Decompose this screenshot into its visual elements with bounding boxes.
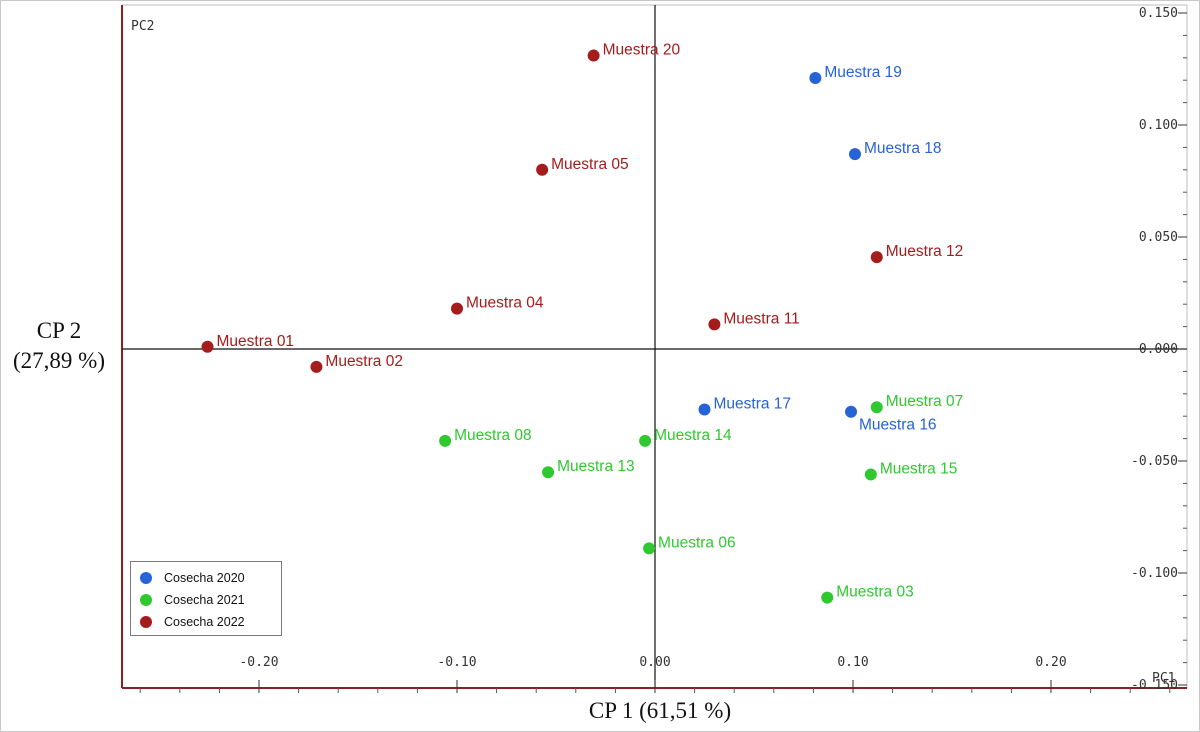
x-axis-ticks: -0.20 -0.10 0.00 0.10 0.20 bbox=[139, 655, 1171, 693]
y-tick-label: 0.050 bbox=[1139, 230, 1178, 245]
point-label: Muestra 15 bbox=[880, 460, 958, 477]
point-label: Muestra 13 bbox=[557, 458, 635, 475]
y-tick-label: -0.150 bbox=[1131, 678, 1178, 693]
scatter-point bbox=[708, 318, 721, 331]
legend-item-cosecha-2020: Cosecha 2020 bbox=[140, 567, 281, 589]
point-label: Muestra 05 bbox=[551, 156, 629, 173]
y-axis-tag: PC2 bbox=[131, 19, 154, 34]
y-axis-ticks: 0.150 0.100 0.050 0.000 -0.050 -0.100 -0.150 bbox=[1131, 6, 1187, 693]
legend-marker-cosecha-2022 bbox=[140, 616, 152, 628]
point-label: Muestra 02 bbox=[325, 353, 403, 370]
scatter-point bbox=[848, 148, 861, 161]
scatter-point bbox=[698, 403, 711, 416]
scatter-point bbox=[845, 405, 858, 418]
scatter-point bbox=[201, 340, 214, 353]
point-label: Muestra 06 bbox=[658, 534, 736, 551]
x-tick-label: 0.20 bbox=[1035, 655, 1066, 670]
scatter-point bbox=[536, 163, 549, 176]
point-label: Muestra 14 bbox=[654, 427, 732, 444]
y-tick-label: -0.100 bbox=[1131, 566, 1178, 581]
legend-marker-cosecha-2020 bbox=[140, 572, 152, 584]
point-label: Muestra 16 bbox=[859, 417, 937, 434]
scatter-point bbox=[864, 468, 877, 481]
scatter-point bbox=[542, 466, 555, 479]
scatter-point bbox=[439, 434, 452, 447]
y-tick-label: 0.150 bbox=[1139, 6, 1178, 21]
x-tick-label: -0.20 bbox=[239, 655, 278, 670]
axes-crosshair bbox=[122, 5, 1187, 688]
legend-marker-cosecha-2021 bbox=[140, 594, 152, 606]
point-label: Muestra 03 bbox=[836, 584, 914, 601]
scatter-point bbox=[870, 401, 883, 414]
scatter-point bbox=[639, 434, 652, 447]
legend-label: Cosecha 2022 bbox=[164, 615, 245, 629]
data-points: Muestra 19 Muestra 18 Muestra 17 Muestra 16… bbox=[201, 42, 964, 604]
legend-item-cosecha-2022: Cosecha 2022 bbox=[140, 611, 281, 633]
y-tick-label: -0.050 bbox=[1131, 454, 1178, 469]
point-label: Muestra 20 bbox=[603, 42, 681, 59]
y-tick-label: 0.000 bbox=[1139, 342, 1178, 357]
x-tick-label: 0.10 bbox=[837, 655, 868, 670]
point-label: Muestra 17 bbox=[714, 395, 792, 412]
legend: Cosecha 2020 Cosecha 2021 Cosecha 2022 bbox=[130, 561, 282, 636]
y-axis-title-line1: CP 2 bbox=[36, 318, 82, 343]
scatter-point bbox=[809, 71, 822, 84]
legend-label: Cosecha 2021 bbox=[164, 593, 245, 607]
point-label: Muestra 11 bbox=[723, 310, 799, 327]
y-axis-title: CP 2 (27,89 %) bbox=[0, 316, 118, 376]
point-label: Muestra 04 bbox=[466, 295, 544, 312]
x-tick-label: -0.10 bbox=[437, 655, 476, 670]
point-label: Muestra 07 bbox=[886, 393, 964, 410]
scatter-point bbox=[451, 302, 463, 315]
point-label: Muestra 12 bbox=[886, 243, 964, 260]
scatter-point bbox=[870, 251, 883, 264]
scatter-point bbox=[310, 360, 323, 373]
scatter-point bbox=[643, 542, 656, 555]
y-axis-title-line2: (27,89 %) bbox=[13, 348, 105, 373]
y-tick-label: 0.100 bbox=[1139, 118, 1178, 133]
point-label: Muestra 08 bbox=[454, 427, 532, 444]
legend-label: Cosecha 2020 bbox=[164, 571, 245, 585]
scatter-point bbox=[587, 49, 600, 62]
x-tick-label: 0.00 bbox=[639, 655, 670, 670]
point-label: Muestra 01 bbox=[217, 333, 295, 350]
point-label: Muestra 18 bbox=[864, 140, 942, 157]
x-axis-title: CP 1 (61,51 %) bbox=[588, 698, 732, 723]
x-axis-tag: PC1 bbox=[1152, 671, 1175, 686]
scatter-point bbox=[821, 591, 834, 604]
point-label: Muestra 19 bbox=[824, 64, 902, 81]
legend-item-cosecha-2021: Cosecha 2021 bbox=[140, 589, 281, 611]
